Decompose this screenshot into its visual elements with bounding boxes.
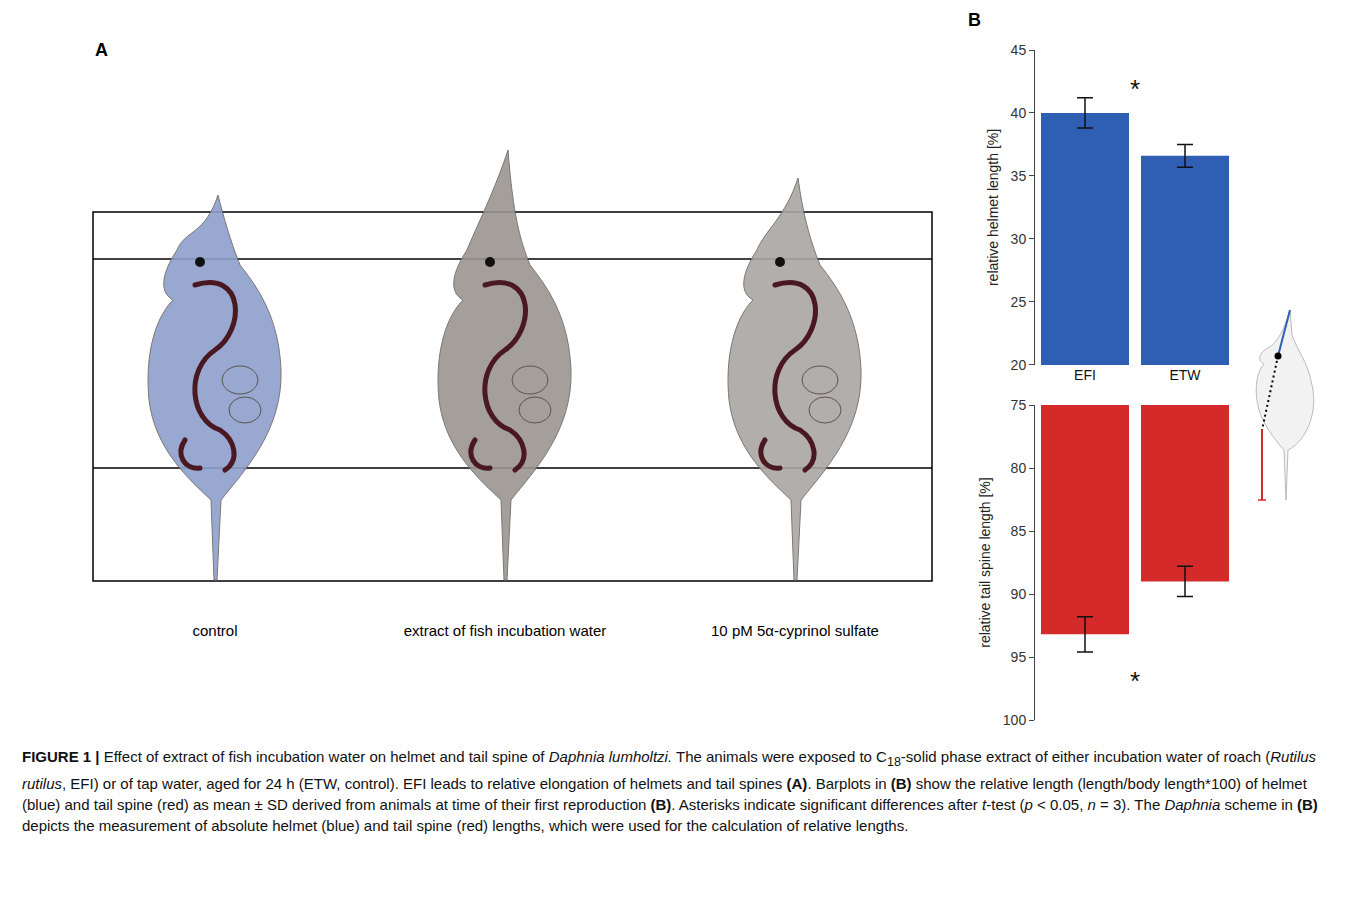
svg-text:90: 90 [1011,586,1027,602]
svg-text:100: 100 [1003,712,1027,728]
svg-text:extract of fish incubation wat: extract of fish incubation water [404,622,607,639]
svg-text:30: 30 [1011,231,1027,247]
svg-text:control: control [192,622,237,639]
html-text:B: B [968,10,981,30]
svg-text:*: * [1130,74,1140,104]
svg-text:relative helmet length [%]: relative helmet length [%] [985,129,1001,286]
svg-text:45: 45 [1011,42,1027,58]
svg-text:25: 25 [1011,294,1027,310]
svg-text:*: * [1130,666,1140,696]
html-text:FIGURE 1 | Effect of extract o: FIGURE 1 | Effect of extract of fish inc… [22,748,1318,813]
svg-text:85: 85 [1011,523,1027,539]
html-text:depicts the measurement of abs: depicts the measurement of absolute helm… [22,817,909,834]
svg-text:A: A [95,40,108,60]
svg-text:80: 80 [1011,460,1027,476]
svg-text:40: 40 [1011,105,1027,121]
svg-text:ETW: ETW [1169,367,1201,383]
svg-text:35: 35 [1011,168,1027,184]
svg-text:20: 20 [1011,357,1027,373]
svg-text:EFI: EFI [1074,367,1096,383]
svg-text:relative tail spine length [%]: relative tail spine length [%] [977,477,993,647]
svg-text:75: 75 [1011,397,1027,413]
svg-text:95: 95 [1011,649,1027,665]
svg-text:10 pM 5α-cyprinol sulfate: 10 pM 5α-cyprinol sulfate [711,622,879,639]
